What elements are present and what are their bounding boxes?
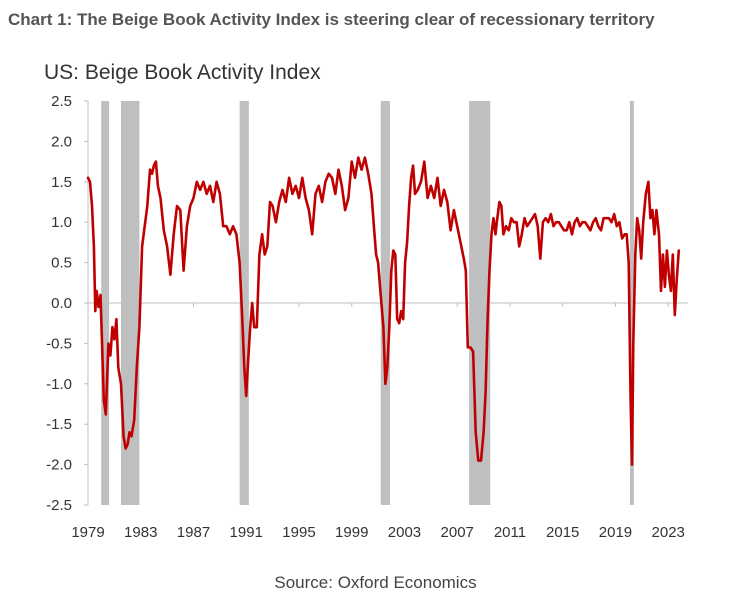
chart-title: US: Beige Book Activity Index	[44, 61, 321, 84]
chart-number: Chart 1:	[8, 10, 73, 29]
x-tick-label: 1979	[71, 524, 104, 541]
x-tick-label: 2003	[388, 524, 421, 541]
y-tick-label: 2.0	[51, 133, 72, 150]
x-tick-label: 1995	[282, 524, 315, 541]
x-tick-label: 1983	[124, 524, 157, 541]
x-tick-label: 1987	[177, 524, 210, 541]
y-tick-label: 0.5	[51, 255, 72, 272]
y-tick-label: -2.0	[46, 457, 72, 474]
x-tick-label: 2011	[494, 524, 526, 541]
x-tick-label: 2015	[546, 524, 579, 541]
y-tick-label: -0.5	[46, 335, 72, 352]
y-tick-label: 0.0	[51, 295, 72, 312]
series-line-0	[86, 156, 681, 466]
y-tick-label: -1.5	[46, 416, 72, 433]
x-tick-label: 1999	[335, 524, 368, 541]
x-tick-label: 1991	[230, 524, 263, 541]
y-tick-label: -2.5	[46, 497, 72, 514]
chart-headline: The Beige Book Activity Index is steerin…	[76, 10, 655, 29]
y-tick-label: 2.5	[51, 93, 72, 110]
y-tick-label: 1.0	[51, 214, 72, 231]
source-note: Source: Oxford Economics	[274, 573, 477, 592]
x-tick-label: 2007	[441, 524, 474, 541]
series-layer	[86, 156, 681, 466]
y-tick-label: -1.0	[46, 376, 72, 393]
chart-heading: Chart 1: The Beige Book Activity Index i…	[8, 10, 748, 30]
x-tick-label: 2023	[652, 524, 685, 541]
chart-axes: 2.5 2.0 1.5 1.0 0.5 0.0 -0.5 -1.0 -1.5 -2.0 -2.5 19…	[46, 93, 688, 541]
x-tick-label: 2019	[599, 524, 632, 541]
y-tick-label: 1.5	[51, 174, 72, 191]
